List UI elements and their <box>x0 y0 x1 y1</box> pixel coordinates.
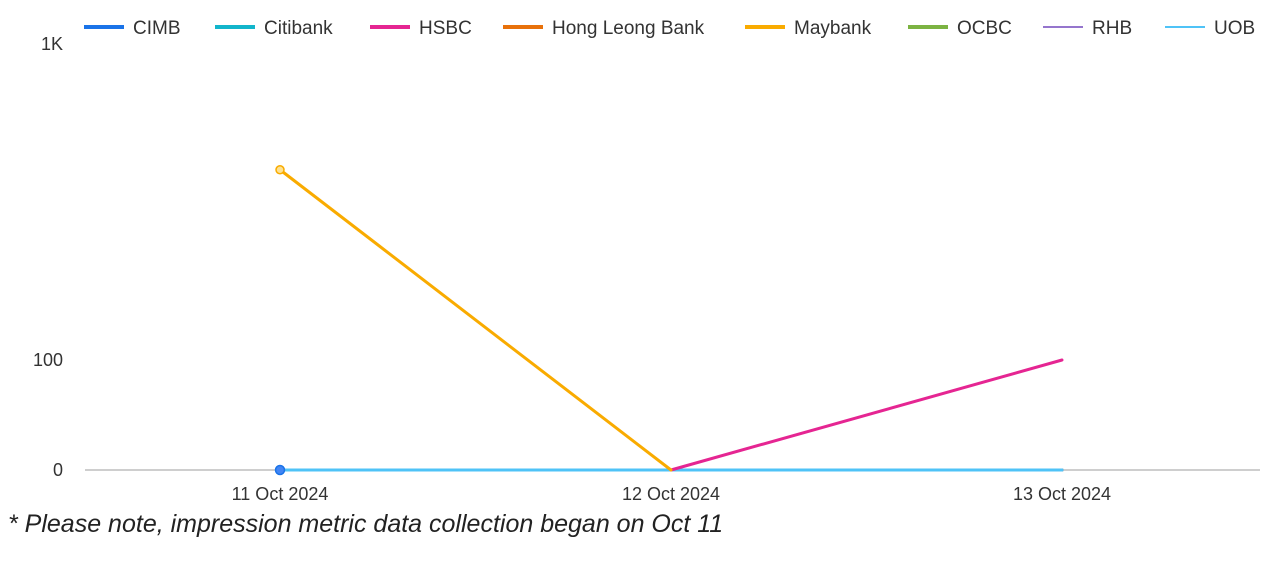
x-tick-label-12-oct-2024: 12 Oct 2024 <box>622 484 720 504</box>
series-line-maybank <box>278 168 673 472</box>
y-tick-label-1k: 1K <box>41 34 63 54</box>
legend-label-hsbc: HSBC <box>419 18 472 39</box>
legend-label-hong-leong-bank: Hong Leong Bank <box>552 18 705 39</box>
legend-label-cimb: CIMB <box>133 18 181 39</box>
legend-label-maybank: Maybank <box>794 18 872 39</box>
series-line-hsbc <box>669 358 1064 472</box>
footnote: * Please note, impression metric data co… <box>8 510 724 538</box>
legend-label-uob: UOB <box>1214 18 1255 39</box>
legend-label-ocbc: OCBC <box>957 18 1012 39</box>
line-chart: 0 100 1K 11 Oct 2024 12 Oct 2024 13 Oct 2024 C… <box>33 18 1260 504</box>
legend-label-rhb: RHB <box>1092 18 1132 39</box>
legend-label-citibank: Citibank <box>264 18 333 39</box>
x-tick-label-11-oct-2024: 11 Oct 2024 <box>232 484 329 504</box>
data-point-maybank-11-oct <box>275 164 285 175</box>
data-point-cimb-11-oct <box>274 464 286 476</box>
y-tick-label-0: 0 <box>53 460 63 480</box>
x-tick-label-13-oct-2024: 13 Oct 2024 <box>1013 484 1111 504</box>
y-tick-label-100: 100 <box>33 350 63 370</box>
